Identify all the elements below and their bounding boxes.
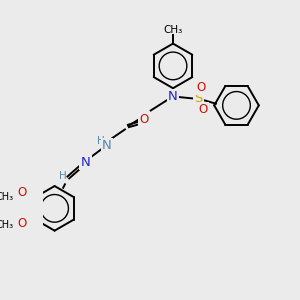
Text: H: H	[59, 171, 67, 181]
Text: N: N	[81, 155, 90, 169]
Text: O: O	[198, 103, 208, 116]
Text: CH₃: CH₃	[164, 25, 183, 35]
Text: O: O	[17, 186, 26, 200]
Text: N: N	[102, 139, 112, 152]
Text: N: N	[168, 90, 178, 103]
Text: O: O	[197, 81, 206, 94]
Text: H: H	[97, 136, 105, 146]
Text: O: O	[17, 217, 26, 230]
Text: O: O	[139, 112, 148, 126]
Text: CH₃: CH₃	[0, 220, 14, 230]
Text: CH₃: CH₃	[0, 192, 14, 202]
Text: S: S	[195, 92, 203, 105]
